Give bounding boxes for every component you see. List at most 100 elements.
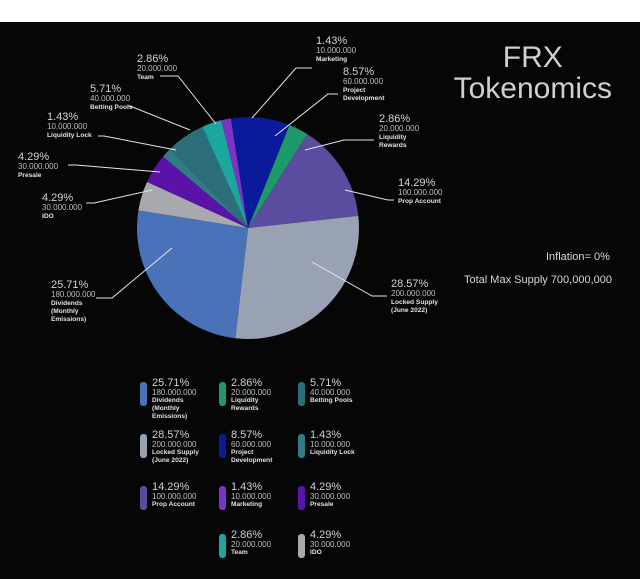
legend-amount: 40.000.000 xyxy=(310,388,351,397)
legend-name: (Monthly xyxy=(152,405,180,412)
slice-label-name: (Monthly xyxy=(51,308,79,315)
legend-item: 4.29% 30.000.000 Presale xyxy=(298,482,378,528)
legend-amount: 30.000.000 xyxy=(310,540,351,549)
leader-line xyxy=(96,247,173,299)
slice-label-pct: 4.29% xyxy=(42,192,73,204)
slice-label-amount: 30.000.000 xyxy=(18,162,59,171)
slice-label-name: Rewards xyxy=(379,142,407,149)
slice-label-name: Liquidity Lock xyxy=(47,132,92,139)
leader-line xyxy=(304,139,374,151)
legend-pct: 2.86% xyxy=(231,377,263,389)
legend-amount: 20.000.000 xyxy=(231,540,272,549)
slice-label-pct: 14.29% xyxy=(398,177,436,189)
legend-pct: 4.29% xyxy=(310,481,342,493)
slice-label-name: IDO xyxy=(42,213,54,220)
pie-slice-ido xyxy=(138,181,248,228)
title-line-2: Tokenomics xyxy=(453,72,612,105)
title-line-1: FRX xyxy=(502,41,563,74)
legend-pct: 25.71% xyxy=(152,377,190,389)
slice-label-name: Betting Pools xyxy=(90,104,133,111)
pie-slice-betting-pools xyxy=(169,126,248,228)
legend-text: 25.71% 180.000.000 Dividends (Monthly Emissi… xyxy=(152,378,197,421)
legend-swatch xyxy=(219,382,226,406)
legend-swatch xyxy=(219,434,226,458)
legend-text: 5.71% 40.000.000 Betting Pools xyxy=(310,378,353,405)
slice-label-name: Presale xyxy=(18,172,42,179)
slice-label-name: Prop Account xyxy=(398,198,442,205)
pie-slice-marketing xyxy=(221,118,248,228)
legend-text: 2.86% 20.000.000 Team xyxy=(231,530,271,557)
legend-name: Liquidity Lock xyxy=(310,449,355,456)
slice-label-pct: 4.29% xyxy=(18,151,49,163)
leader-line xyxy=(311,261,387,297)
legend-name: Prop Account xyxy=(152,501,195,508)
legend-name: Project xyxy=(231,449,254,456)
legend-pct: 14.29% xyxy=(152,481,190,493)
legend-swatch xyxy=(298,534,305,558)
slice-label-pct: 2.86% xyxy=(137,53,168,65)
legend-name: Liquidity xyxy=(231,397,259,404)
slice-label-name: Marketing xyxy=(316,56,347,63)
legend-swatch xyxy=(298,434,305,458)
legend-pct: 1.43% xyxy=(310,429,342,441)
pie-slice-prop-account xyxy=(248,134,359,228)
legend-swatch xyxy=(140,382,147,406)
slice-label-pct: 5.71% xyxy=(90,83,121,95)
top-white-band xyxy=(0,0,640,22)
legend-text: 1.43% 10.000.000 Liquidity Lock xyxy=(310,430,355,457)
legend-name: Emissions) xyxy=(152,413,188,420)
slice-label-name: Project xyxy=(343,87,366,94)
legend-name: Presale xyxy=(310,501,334,508)
legend-item: 28.57% 200.000.000 Locked Supply (June 2022… xyxy=(140,430,220,476)
pie-slice-liquidity-rewards xyxy=(248,125,308,228)
legend-swatch xyxy=(298,382,305,406)
leader-line xyxy=(344,189,394,201)
legend-item: 4.29% 30.000.000 IDO xyxy=(298,530,378,576)
legend-name: Locked Supply xyxy=(152,449,199,456)
slice-label-name: Team xyxy=(137,74,154,81)
pie-slice-dividends-monthly-emissions xyxy=(137,210,248,339)
pie-slice-locked-supply-june-2022 xyxy=(235,215,359,340)
chart-title: FRX Tokenomics xyxy=(454,42,612,104)
legend-name: (June 2022) xyxy=(152,457,189,464)
legend-pct: 4.29% xyxy=(310,529,342,541)
leader-line xyxy=(160,75,217,125)
legend-pct: 5.71% xyxy=(310,377,342,389)
slice-label-pct: 1.43% xyxy=(316,35,347,47)
legend-swatch xyxy=(219,534,226,558)
legend-item: 8.57% 60.000.000 Project Development xyxy=(219,430,299,476)
slice-label-amount: 200.000.000 xyxy=(391,289,436,298)
pie-slice-presale xyxy=(147,156,248,228)
pie-slice-liquidity-lock xyxy=(162,149,248,228)
legend-swatch xyxy=(140,434,147,458)
slice-label-amount: 40.000.000 xyxy=(90,94,131,103)
slice-label-pct: 1.43% xyxy=(47,111,78,123)
slice-label-name: Dividends xyxy=(51,300,83,307)
legend-name: Dividends xyxy=(152,397,184,404)
legend-name: Betting Pools xyxy=(310,397,353,404)
legend-name: Rewards xyxy=(231,405,259,412)
leader-line xyxy=(251,67,312,119)
slice-label-name: Locked Supply xyxy=(391,299,438,306)
legend-amount: 20.000.000 xyxy=(231,388,272,397)
legend-pct: 28.57% xyxy=(152,429,190,441)
legend-swatch xyxy=(140,486,147,510)
slice-label-pct: 8.57% xyxy=(343,66,374,78)
legend-pct: 8.57% xyxy=(231,429,263,441)
leader-line xyxy=(274,93,338,137)
legend-name: Marketing xyxy=(231,501,263,508)
legend-item: 2.86% 20.000.000 Liquidity Rewards xyxy=(219,378,299,424)
slice-label-pct: 28.57% xyxy=(391,278,429,290)
legend-item: 14.29% 100.000.000 Prop Account xyxy=(140,482,220,528)
slice-label-amount: 10.000.000 xyxy=(316,46,357,55)
slice-label-amount: 100.000.000 xyxy=(398,188,443,197)
legend-amount: 200.000.000 xyxy=(152,440,197,449)
legend-amount: 100.000.000 xyxy=(152,492,197,501)
